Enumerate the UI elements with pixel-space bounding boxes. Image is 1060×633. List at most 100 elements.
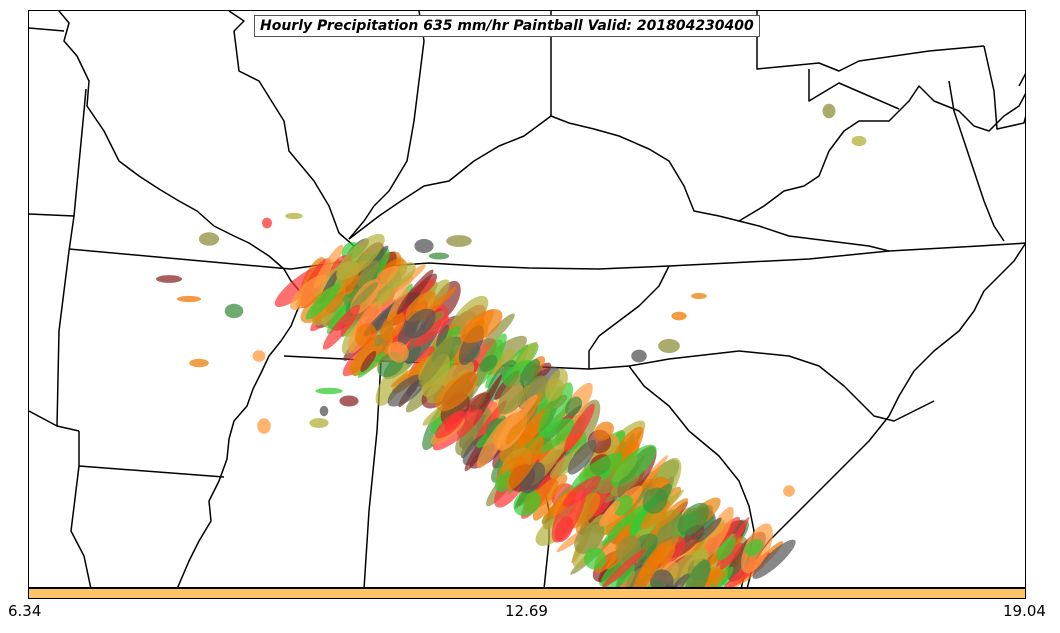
colorbar-tick-mid: 12.69 xyxy=(505,602,548,620)
precip-blob xyxy=(752,539,796,579)
precip-blob xyxy=(357,351,386,378)
precip-blob xyxy=(476,418,511,469)
precip-blob xyxy=(198,232,220,246)
precip-blob xyxy=(461,309,503,344)
precip-blob xyxy=(677,502,710,536)
precip-blob xyxy=(449,295,489,337)
precip-blob xyxy=(319,405,329,417)
precip-blob xyxy=(262,217,272,229)
precip-blob xyxy=(479,355,498,372)
precip-blob xyxy=(285,212,303,220)
precip-blob xyxy=(822,103,836,119)
precip-blob xyxy=(584,547,606,570)
precip-blob xyxy=(631,349,647,363)
precip-blob xyxy=(851,135,867,147)
precip-blob xyxy=(351,281,379,309)
precip-blob xyxy=(601,548,646,587)
precip-blob xyxy=(507,436,544,490)
precip-blob xyxy=(744,539,764,556)
precip-blob xyxy=(354,323,377,348)
map-title: Hourly Precipitation 635 mm/hr Paintball… xyxy=(254,15,760,37)
precip-blob xyxy=(290,274,328,311)
precip-blob xyxy=(405,291,437,323)
precip-blob xyxy=(455,407,492,456)
precip-blob xyxy=(671,311,687,321)
precip-blob xyxy=(428,252,450,260)
precip-blob xyxy=(339,395,359,407)
precip-blob xyxy=(357,260,379,287)
precip-blob xyxy=(650,569,674,587)
precip-blob xyxy=(642,487,668,514)
precip-blob xyxy=(224,303,244,319)
precip-blob xyxy=(696,517,722,543)
precip-blob xyxy=(563,403,595,453)
precip-blob xyxy=(610,444,657,487)
precip-blob xyxy=(538,382,573,440)
precip-blob xyxy=(322,304,361,350)
precip-blob xyxy=(783,485,795,497)
precip-blob xyxy=(436,324,449,348)
precip-blob xyxy=(519,358,541,387)
precip-blob xyxy=(435,371,478,412)
precip-blob xyxy=(604,475,640,503)
precip-blob xyxy=(404,308,436,339)
precip-blob xyxy=(466,392,491,413)
precip-blob xyxy=(419,335,454,386)
precip-blob xyxy=(380,311,405,341)
precip-blob xyxy=(396,269,434,315)
precip-blob xyxy=(376,287,394,306)
precip-blob xyxy=(490,349,516,375)
precip-blob xyxy=(623,504,653,534)
precip-blob xyxy=(387,374,426,407)
precip-blob xyxy=(518,426,537,448)
precip-blob xyxy=(693,548,706,568)
precip-blob xyxy=(676,567,720,587)
precip-blob xyxy=(695,570,728,587)
precip-blob xyxy=(533,362,552,379)
precip-blob xyxy=(660,545,676,569)
precip-blob xyxy=(565,396,583,417)
precip-blob xyxy=(684,559,711,587)
precip-blob xyxy=(669,573,690,587)
map-panel xyxy=(28,10,1026,588)
precip-blob xyxy=(375,361,408,406)
precip-blob xyxy=(574,521,605,554)
precip-blob xyxy=(446,235,472,247)
precip-blob xyxy=(602,500,621,521)
precip-blob xyxy=(655,498,689,529)
precip-blob xyxy=(716,536,736,561)
precip-blob xyxy=(257,418,271,434)
precip-blob xyxy=(632,542,667,587)
precip-blob xyxy=(602,514,631,546)
colorbar xyxy=(28,588,1026,599)
precip-blob xyxy=(315,387,343,395)
precip-blob xyxy=(701,506,734,560)
precip-blob xyxy=(719,542,743,570)
precip-blob xyxy=(309,418,329,428)
precip-blob xyxy=(252,350,266,362)
precipitation-blobs xyxy=(156,103,867,587)
precip-blob xyxy=(156,275,182,283)
precip-blob xyxy=(482,313,515,348)
map-svg xyxy=(29,11,1025,587)
precip-blob xyxy=(691,292,707,300)
precip-blob xyxy=(386,262,416,289)
precip-blob xyxy=(554,516,574,542)
precip-blob xyxy=(435,410,466,439)
precip-blob xyxy=(562,475,602,507)
colorbar-tick-max: 19.04 xyxy=(1003,602,1046,620)
precip-blob xyxy=(567,439,597,475)
precip-blob xyxy=(176,295,202,303)
precip-blob xyxy=(421,353,450,397)
precip-blob xyxy=(504,394,538,431)
precip-blob xyxy=(189,358,209,368)
precip-blob xyxy=(336,233,385,280)
precip-blob xyxy=(413,316,450,348)
precip-blob xyxy=(658,338,680,354)
precip-blob xyxy=(513,489,541,517)
precip-blob xyxy=(305,283,341,320)
precip-blob xyxy=(613,494,633,516)
precip-blob xyxy=(593,421,614,441)
colorbar-tick-min: 6.34 xyxy=(8,602,42,620)
precip-blob xyxy=(414,238,434,254)
